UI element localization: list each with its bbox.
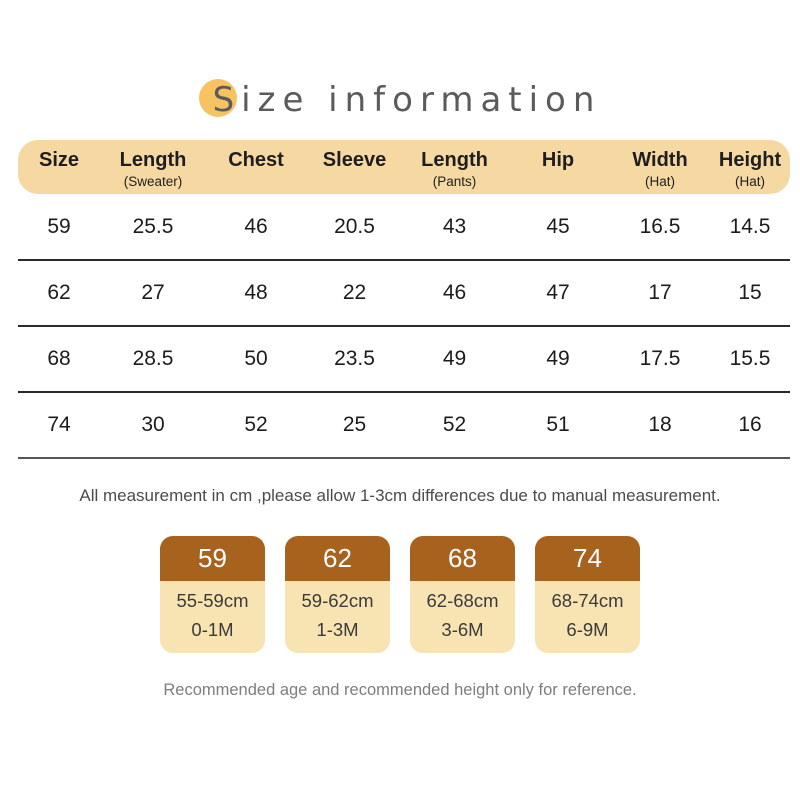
cell: 15: [710, 260, 790, 327]
column-header-chest: Chest: [206, 140, 306, 194]
cell: 17: [610, 260, 710, 327]
size-table-body: 59 25.5 46 20.5 43 45 16.5 14.5 62 27 48…: [18, 194, 790, 459]
card-size-label: 68: [410, 536, 515, 581]
cell: 27: [100, 260, 206, 327]
cell: 52: [403, 392, 506, 459]
card-size-label: 74: [535, 536, 640, 581]
cell: 16: [710, 392, 790, 459]
cell: 23.5: [306, 326, 403, 393]
cell: 51: [506, 392, 610, 459]
cell: 20.5: [306, 194, 403, 261]
cell: 59: [18, 194, 100, 261]
column-header-hip: Hip: [506, 140, 610, 194]
card-height-range: 62-68cm: [426, 590, 499, 611]
size-card-68: 68 62-68cm 3-6M: [410, 536, 515, 653]
size-card-74: 74 68-74cm 6-9M: [535, 536, 640, 653]
size-cards-row: 59 55-59cm 0-1M 62 59-62cm 1-3M 68 62-68…: [0, 536, 800, 653]
measurement-note: All measurement in cm ,please allow 1-3c…: [79, 486, 721, 505]
card-body: 55-59cm 0-1M: [160, 581, 265, 653]
card-age-range: 0-1M: [191, 619, 234, 640]
size-table-header: Size Length (Sweater) Chest Sleeve Lengt…: [18, 140, 790, 194]
size-card-62: 62 59-62cm 1-3M: [285, 536, 390, 653]
cell: 50: [206, 326, 306, 393]
cell: 25: [306, 392, 403, 459]
page-title-text: Size information: [212, 80, 602, 120]
page-title-group: Size information: [198, 79, 602, 120]
card-size-label: 59: [160, 536, 265, 581]
table-row-size-62: 62 27 48 22 46 47 17 15: [18, 260, 790, 327]
cell: 43: [403, 194, 506, 261]
card-age-range: 1-3M: [316, 619, 359, 640]
cell: 49: [506, 326, 610, 393]
cell: 49: [403, 326, 506, 393]
cell: 46: [206, 194, 306, 261]
card-height-range: 55-59cm: [176, 590, 249, 611]
page-title: Size information: [0, 0, 800, 124]
cell: 15.5: [710, 326, 790, 393]
column-header-length-pants: Length (Pants): [403, 140, 506, 194]
header-row: Size Length (Sweater) Chest Sleeve Lengt…: [18, 140, 790, 194]
column-header-sleeve: Sleeve: [306, 140, 403, 194]
cell: 17.5: [610, 326, 710, 393]
table-row-size-68: 68 28.5 50 23.5 49 49 17.5 15.5: [18, 326, 790, 393]
cell: 28.5: [100, 326, 206, 393]
column-header-width-hat: Width (Hat): [610, 140, 710, 194]
card-height-range: 68-74cm: [551, 590, 624, 611]
cell: 14.5: [710, 194, 790, 261]
reference-note: Recommended age and recommended height o…: [163, 681, 637, 699]
cell: 68: [18, 326, 100, 393]
cell: 30: [100, 392, 206, 459]
cell: 48: [206, 260, 306, 327]
cell: 52: [206, 392, 306, 459]
column-header-length-sweater: Length (Sweater): [100, 140, 206, 194]
cell: 25.5: [100, 194, 206, 261]
cell: 74: [18, 392, 100, 459]
cell: 62: [18, 260, 100, 327]
card-age-range: 3-6M: [441, 619, 484, 640]
card-height-range: 59-62cm: [301, 590, 374, 611]
card-body: 59-62cm 1-3M: [285, 581, 390, 653]
cell: 22: [306, 260, 403, 327]
title-accent-dot-icon: [198, 79, 237, 117]
table-row-size-59: 59 25.5 46 20.5 43 45 16.5 14.5: [18, 194, 790, 261]
column-header-size: Size: [18, 140, 100, 194]
card-body: 68-74cm 6-9M: [535, 581, 640, 653]
column-header-height-hat: Height (Hat): [710, 140, 790, 194]
cell: 18: [610, 392, 710, 459]
cell: 45: [506, 194, 610, 261]
card-size-label: 62: [285, 536, 390, 581]
size-table: Size Length (Sweater) Chest Sleeve Lengt…: [18, 140, 790, 459]
cell: 46: [403, 260, 506, 327]
cell: 16.5: [610, 194, 710, 261]
cell: 47: [506, 260, 610, 327]
card-body: 62-68cm 3-6M: [410, 581, 515, 653]
size-card-59: 59 55-59cm 0-1M: [160, 536, 265, 653]
table-row-size-74: 74 30 52 25 52 51 18 16: [18, 392, 790, 459]
card-age-range: 6-9M: [566, 619, 609, 640]
